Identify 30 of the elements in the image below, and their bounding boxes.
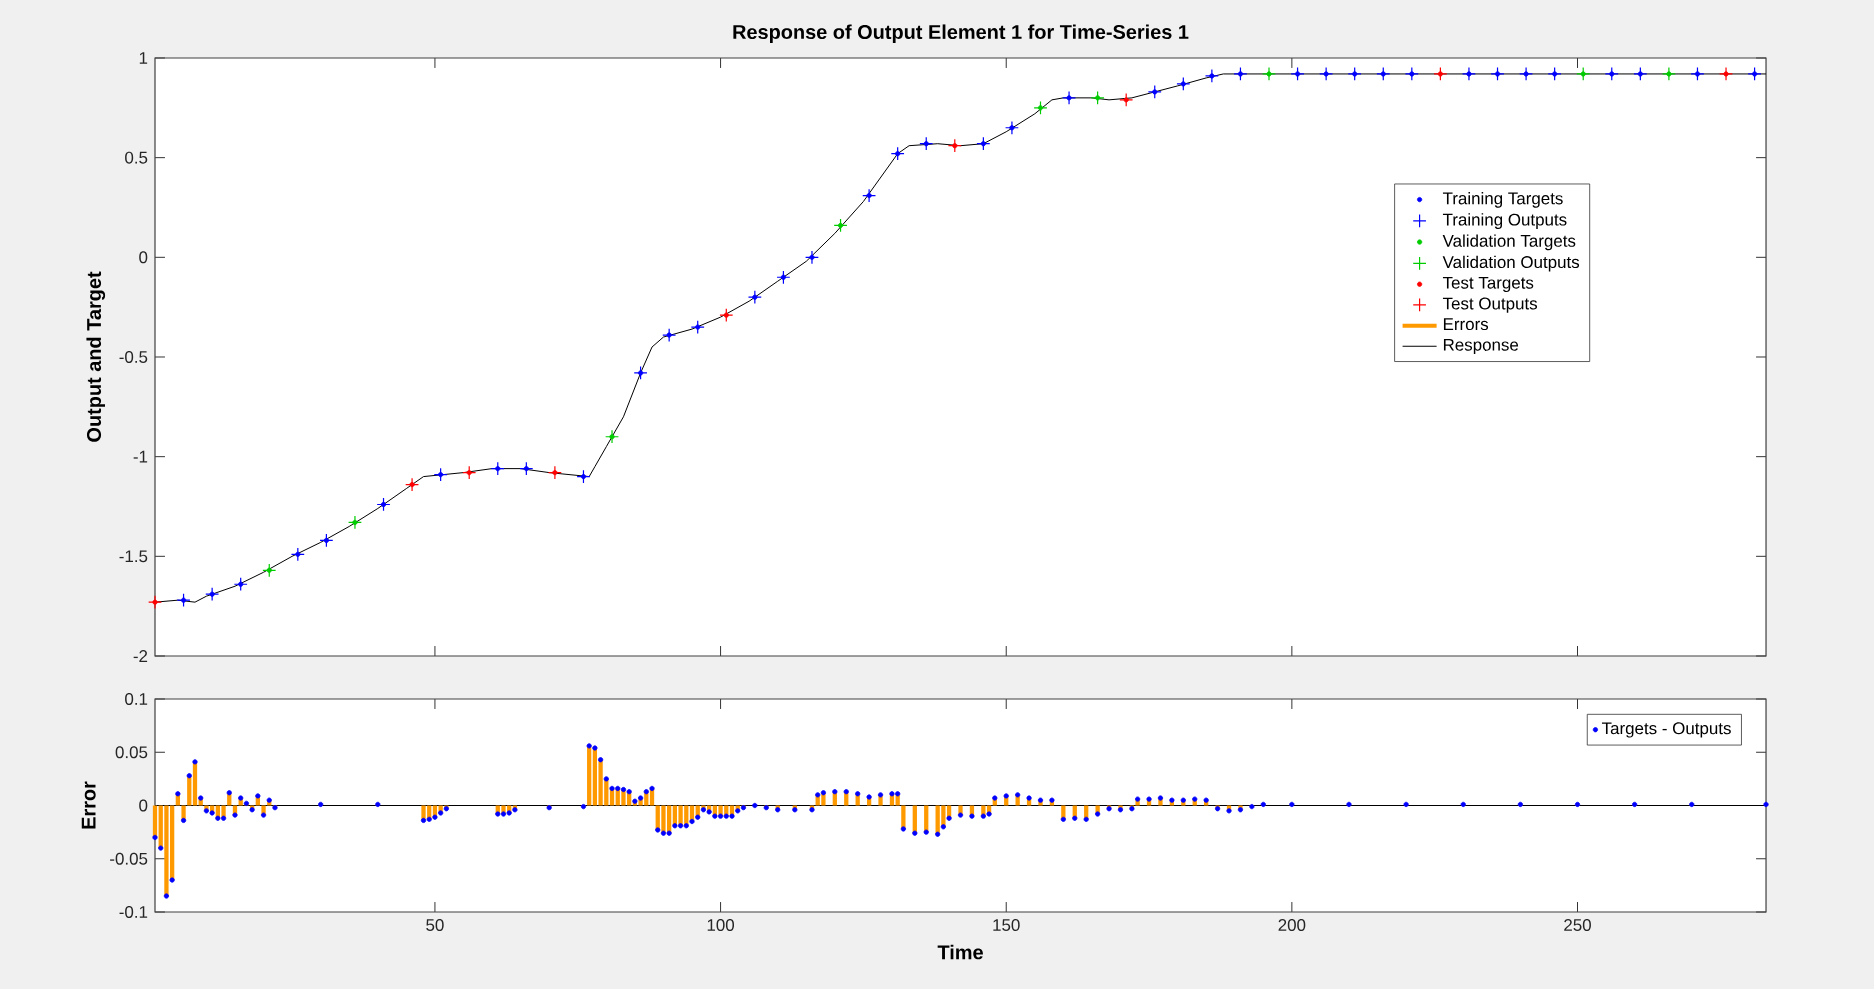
y-tick-label: -2 — [133, 650, 148, 662]
x-tick-label: 250 — [1564, 919, 1591, 932]
x-tick-label: 100 — [707, 919, 735, 932]
y-tick-label: -0.1 — [119, 906, 148, 918]
x-tick-label: 150 — [993, 919, 1020, 932]
legend-label: Validation Outputs — [1442, 255, 1580, 272]
legend-label: Validation Targets — [1442, 234, 1576, 251]
y-axis-title: Error — [81, 781, 96, 829]
legend-label: Errors — [1443, 318, 1489, 331]
legend-label: Training Outputs — [1442, 213, 1567, 229]
y-tick-label: 0 — [139, 251, 148, 264]
y-axis-title: Output and Target — [86, 271, 106, 442]
y-tick-label: -1.5 — [119, 550, 148, 563]
y-tick-label: -0.05 — [110, 852, 148, 865]
y-tick-label: 0 — [139, 799, 148, 812]
legend-label: Test Outputs — [1442, 297, 1538, 313]
y-tick-label: -0.5 — [119, 351, 148, 363]
chart-title: Response of Output Element 1 for Time-Series 1 — [733, 24, 1189, 43]
legend-label: Test Targets — [1442, 276, 1534, 293]
y-tick-label: 0.1 — [125, 693, 148, 705]
legend-label: Response — [1443, 338, 1519, 355]
x-tick-label: 200 — [1278, 919, 1306, 932]
y-tick-label: 0.5 — [125, 151, 148, 164]
legend-label: Targets - Outputs — [1601, 722, 1731, 738]
x-axis-title: Time — [937, 944, 983, 960]
x-tick-label: 50 — [426, 919, 444, 932]
y-tick-label: 1 — [139, 52, 148, 64]
legend-label: Training Targets — [1442, 191, 1563, 208]
y-tick-label: -1 — [133, 450, 148, 463]
y-tick-label: 0.05 — [115, 746, 148, 759]
